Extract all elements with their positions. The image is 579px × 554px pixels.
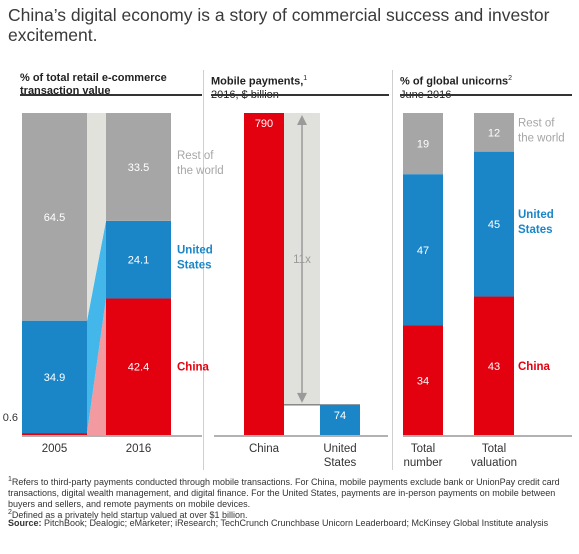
unicorn-value-label: 34 xyxy=(417,375,429,387)
ecom-bar-2005-2 xyxy=(22,113,87,321)
ecom-value-label: 0.6 xyxy=(3,412,18,424)
unicorn-legend-rest: Rest of xyxy=(518,117,555,129)
unicorn-bar-0-0 xyxy=(403,325,443,435)
ecom-value-label: 34.9 xyxy=(44,372,65,384)
payments-value-label: 74 xyxy=(334,410,346,422)
ecom-category-label: 2016 xyxy=(126,443,152,455)
ecom-legend-us: United xyxy=(177,245,213,257)
panel3-rule xyxy=(400,94,572,96)
source-note: Source: PitchBook; Dealogic; eMarketer; … xyxy=(8,518,549,528)
unicorn-bar-0-2 xyxy=(403,113,443,175)
ecom-bar-2016-1 xyxy=(106,220,171,299)
payments-category-label: United xyxy=(323,443,356,455)
unicorn-legend-rest: the world xyxy=(518,132,565,144)
ecom-legend-us: States xyxy=(177,260,212,272)
unicorn-category-label: Total xyxy=(482,443,506,455)
ecom-value-label: 42.4 xyxy=(128,362,149,374)
ecom-bar-2005-0 xyxy=(22,433,87,435)
ecom-legend-china: China xyxy=(177,362,210,374)
unicorn-bar-1-1 xyxy=(474,151,514,297)
panel-divider-2 xyxy=(392,70,393,470)
payments-category-label: China xyxy=(249,443,280,455)
unicorn-value-label: 45 xyxy=(488,219,500,231)
ecom-connector-1 xyxy=(87,220,106,434)
unicorn-category-label: number xyxy=(404,457,443,469)
ecom-bar-2016-2 xyxy=(106,113,171,221)
unicorn-value-label: 47 xyxy=(417,245,429,257)
unicorn-category-label: Total xyxy=(411,443,435,455)
multiple-arrow-head-bottom xyxy=(297,392,307,403)
footnote-2: 2Defined as a privately held startup val… xyxy=(8,509,248,520)
payments-bar-United States xyxy=(320,404,360,435)
ecom-category-label: 2005 xyxy=(42,443,68,455)
payments-category-label: States xyxy=(324,457,357,469)
payments-bar-China xyxy=(244,113,284,435)
multiple-arrow-head-top xyxy=(297,115,307,125)
panel-divider-1 xyxy=(203,70,204,470)
ecom-value-label: 24.1 xyxy=(128,255,149,267)
unicorn-value-label: 12 xyxy=(488,127,500,139)
ecom-value-label: 33.5 xyxy=(128,162,149,174)
unicorn-legend-us: United xyxy=(518,209,554,221)
ecom-legend-rest: Rest of xyxy=(177,150,214,162)
unicorn-value-label: 19 xyxy=(417,139,429,151)
unicorn-value-label: 43 xyxy=(488,361,500,373)
unicorn-legend-us: States xyxy=(518,224,553,236)
ecom-connector-2 xyxy=(87,113,106,321)
ecom-bar-2016-0 xyxy=(106,298,171,435)
page-title: China’s digital economy is a story of co… xyxy=(8,5,550,45)
unicorn-bar-1-0 xyxy=(474,296,514,435)
unicorn-bar-0-1 xyxy=(403,174,443,326)
payments-value-label: 790 xyxy=(255,118,273,130)
multiple-annotation: 11x xyxy=(293,254,311,266)
panel2-rule xyxy=(211,94,389,96)
ecom-connector-0 xyxy=(87,298,106,435)
unicorn-bar-1-2 xyxy=(474,113,514,152)
ecom-bar-2005-1 xyxy=(22,320,87,434)
unicorn-legend-china: China xyxy=(518,361,551,373)
panel1-rule xyxy=(20,94,202,96)
ecom-legend-rest: the world xyxy=(177,165,224,177)
ecom-value-label: 64.5 xyxy=(44,212,65,224)
footnote-1: 1Refers to third-party payments conducte… xyxy=(8,476,560,509)
unicorn-category-label: valuation xyxy=(471,457,517,469)
